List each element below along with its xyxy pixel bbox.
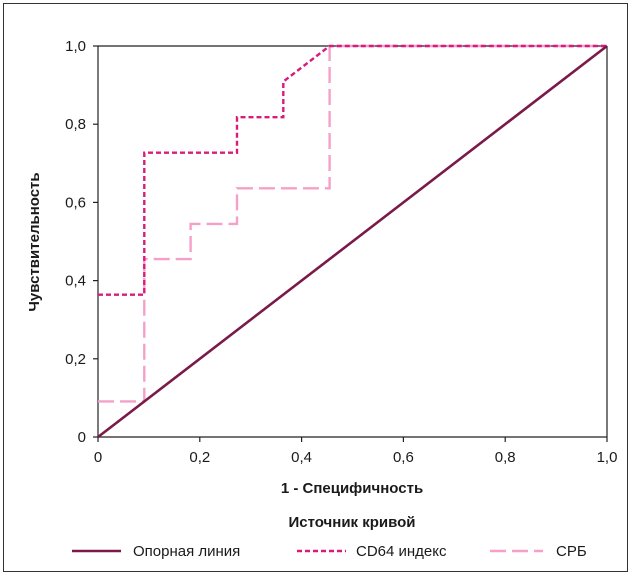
y-tick-label: 0,4 [65, 273, 86, 290]
ticks: 0 0,2 0,4 0,6 0,8 1,0 0 0,2 0,4 0,6 0,8 1,0 [65, 38, 617, 466]
crp-curve [98, 44, 607, 403]
x-tick-label: 0,6 [393, 449, 414, 466]
legend-label-cd64: CD64 индекс [356, 543, 447, 560]
legend-label-crp: СРБ [556, 543, 587, 560]
y-axis-label: Чувствительность [26, 172, 43, 311]
x-axis-label: 1 - Специфичность [281, 480, 423, 497]
y-tick-label: 0 [78, 429, 86, 446]
legend: Опорная линия CD64 индекс СРБ [72, 543, 587, 560]
chart-frame [3, 3, 628, 572]
reference-line [97, 44, 608, 439]
legend-label-reference: Опорная линия [133, 543, 240, 560]
x-tick-label: 0,4 [291, 449, 312, 466]
legend-title: Источник кривой [288, 514, 415, 531]
x-tick-label: 0,2 [189, 449, 210, 466]
x-tick-label: 1,0 [597, 449, 618, 466]
y-tick-label: 0,6 [65, 194, 86, 211]
x-tick-label: 0 [94, 449, 102, 466]
cd64-curve [98, 44, 607, 296]
y-tick-label: 0,8 [65, 116, 86, 133]
x-tick-label: 0,8 [495, 449, 516, 466]
y-tick-label: 0,2 [65, 351, 86, 368]
y-tick-label: 1,0 [65, 38, 86, 55]
series-group [97, 44, 608, 439]
